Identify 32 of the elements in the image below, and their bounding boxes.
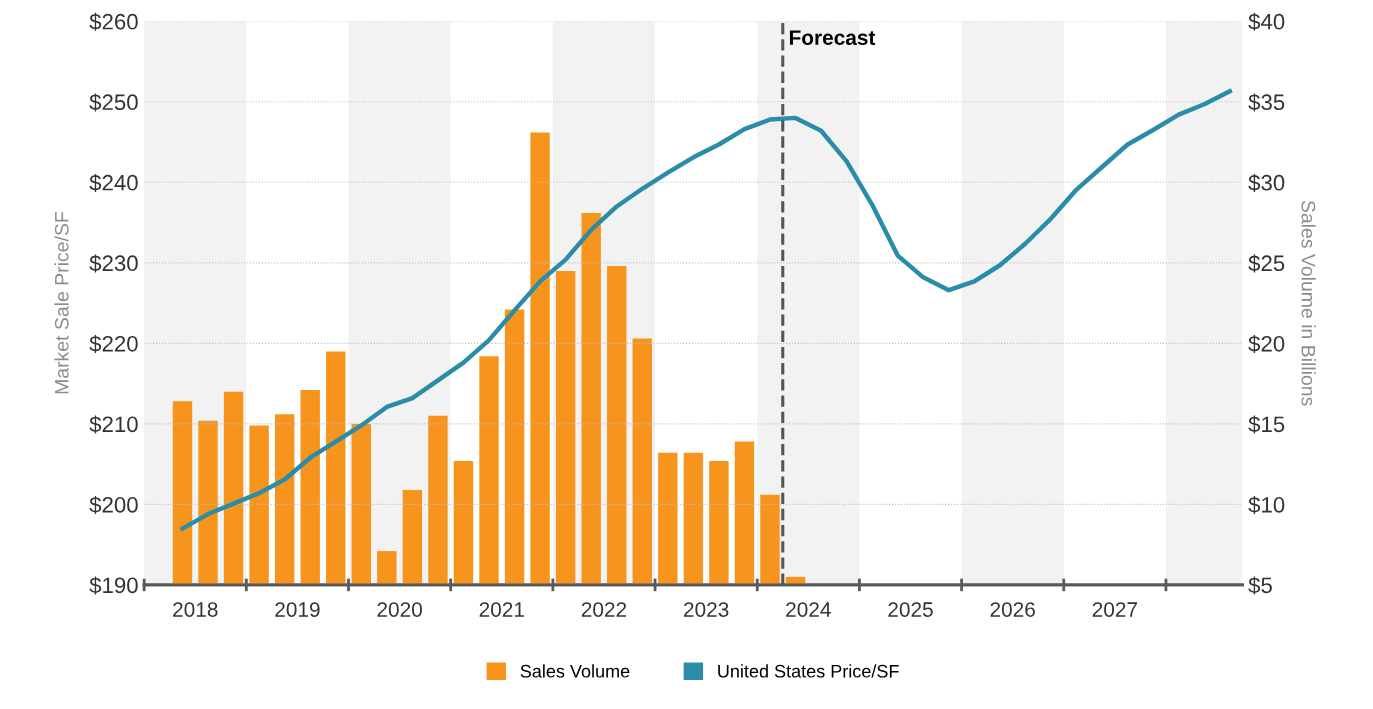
y-tick-label: $250 [89, 93, 138, 112]
x-tick-label: 2020 [377, 602, 422, 617]
y2-tick-label: $15 [1248, 415, 1285, 434]
y2-tick-label: $25 [1248, 254, 1285, 273]
y-tick-label: $190 [89, 576, 138, 595]
y-tick-label: $220 [89, 334, 138, 353]
y-tick-label: $200 [89, 496, 138, 514]
y2-tick-label: $5 [1248, 576, 1272, 595]
y-tick-label: $240 [89, 173, 138, 192]
x-tick-label: 2021 [479, 602, 524, 617]
x-tick-label: 2027 [1092, 602, 1137, 617]
y2-tick-label: $40 [1248, 12, 1285, 31]
x-tick-label: 2023 [684, 602, 729, 617]
y2-tick-label: $30 [1248, 173, 1285, 192]
y2-tick-label: $10 [1248, 496, 1285, 514]
legend-label: Sales Volume [520, 664, 630, 678]
y2-tick-label: $20 [1248, 334, 1285, 353]
x-tick-label: 2026 [990, 602, 1035, 617]
ref-line-label: Forecast [789, 30, 876, 46]
x-tick-label: 2019 [275, 602, 320, 617]
y-tick-label: $230 [89, 254, 138, 273]
y2-axis-title: Sales Volume in Billions [1301, 200, 1316, 406]
line-series [180, 89, 1233, 531]
x-tick-label: 2025 [888, 602, 933, 617]
y-axis-title: Market Sale Price/SF [54, 212, 69, 394]
y2-tick-label: $35 [1248, 93, 1285, 112]
y-tick-label: $210 [89, 415, 138, 434]
x-tick-label: 2018 [173, 602, 218, 617]
y-tick-label: $260 [89, 12, 138, 31]
legend-label: United States Price/SF [718, 664, 899, 678]
x-tick-label: 2024 [786, 602, 831, 617]
x-tick-label: 2022 [581, 602, 627, 617]
